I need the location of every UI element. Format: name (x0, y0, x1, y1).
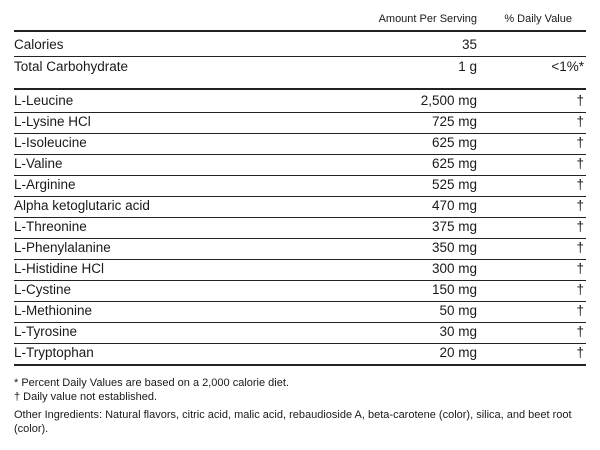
amount: 20 mg (439, 345, 477, 360)
other-ingredients: Other Ingredients: Natural flavors, citr… (14, 409, 572, 435)
rule (14, 153, 586, 155)
rule (14, 300, 586, 302)
amount: 1 g (458, 59, 477, 74)
daily-value: † (576, 114, 584, 129)
rule (14, 321, 586, 323)
nutrient-name: L-Isoleucine (14, 135, 87, 150)
nutrient-name: Calories (14, 37, 64, 52)
amount: 30 mg (439, 324, 477, 339)
rule (14, 342, 586, 344)
rule (14, 111, 586, 113)
daily-value: † (576, 219, 584, 234)
rule (14, 132, 586, 134)
daily-value: † (576, 303, 584, 318)
nutrient-name: L-Cystine (14, 282, 72, 297)
nutrient-name: L-Leucine (14, 93, 74, 108)
amount: 375 mg (431, 219, 477, 234)
amount: 50 mg (439, 303, 477, 318)
daily-value: † (576, 93, 584, 108)
daily-value: <1%* (551, 59, 584, 74)
amount: 150 mg (431, 282, 477, 297)
nutrient-name: Total Carbohydrate (14, 59, 129, 74)
rule (14, 279, 586, 281)
rule (14, 174, 586, 176)
daily-value: † (576, 324, 584, 339)
nutrient-name: L-Threonine (14, 219, 87, 234)
nutrient-name: L-Histidine HCl (14, 261, 105, 276)
nutrient-name: L-Arginine (14, 177, 76, 192)
amount-header: Amount Per Serving (378, 13, 477, 25)
rule (14, 258, 586, 260)
amount: 300 mg (431, 261, 477, 276)
amount: 625 mg (431, 156, 477, 171)
nutrient-name: L-Tryptophan (14, 345, 94, 360)
daily-value: † (576, 177, 584, 192)
nutrient-name: L-Lysine HCl (14, 114, 91, 129)
rule (14, 216, 586, 218)
daily-value: † (576, 282, 584, 297)
amount: 470 mg (431, 198, 477, 213)
nutrient-name: L-Valine (14, 156, 63, 171)
daily-value: † (576, 198, 584, 213)
nutrient-name: L-Tyrosine (14, 324, 78, 339)
nutrient-name: Alpha ketoglutaric acid (14, 198, 150, 213)
footnote: † Daily value not established. (14, 391, 158, 403)
amount: 35 (461, 37, 477, 52)
daily-value: † (576, 135, 584, 150)
rule (14, 195, 586, 197)
rule (14, 88, 586, 90)
daily-value: † (576, 156, 584, 171)
daily-value: † (576, 345, 584, 360)
amount: 725 mg (431, 114, 477, 129)
amount: 525 mg (431, 177, 477, 192)
rule (14, 364, 586, 366)
rule (14, 56, 586, 57)
daily-value: † (576, 240, 584, 255)
footnote: * Percent Daily Values are based on a 2,… (14, 377, 289, 389)
nutrient-name: L-Phenylalanine (14, 240, 111, 255)
amount: 2,500 mg (420, 93, 477, 108)
daily-value-header: % Daily Value (504, 13, 572, 25)
amount: 350 mg (431, 240, 477, 255)
amount: 625 mg (431, 135, 477, 150)
rule (14, 237, 586, 239)
nutrient-name: L-Methionine (14, 303, 93, 318)
rule (14, 30, 586, 32)
daily-value: † (576, 261, 584, 276)
